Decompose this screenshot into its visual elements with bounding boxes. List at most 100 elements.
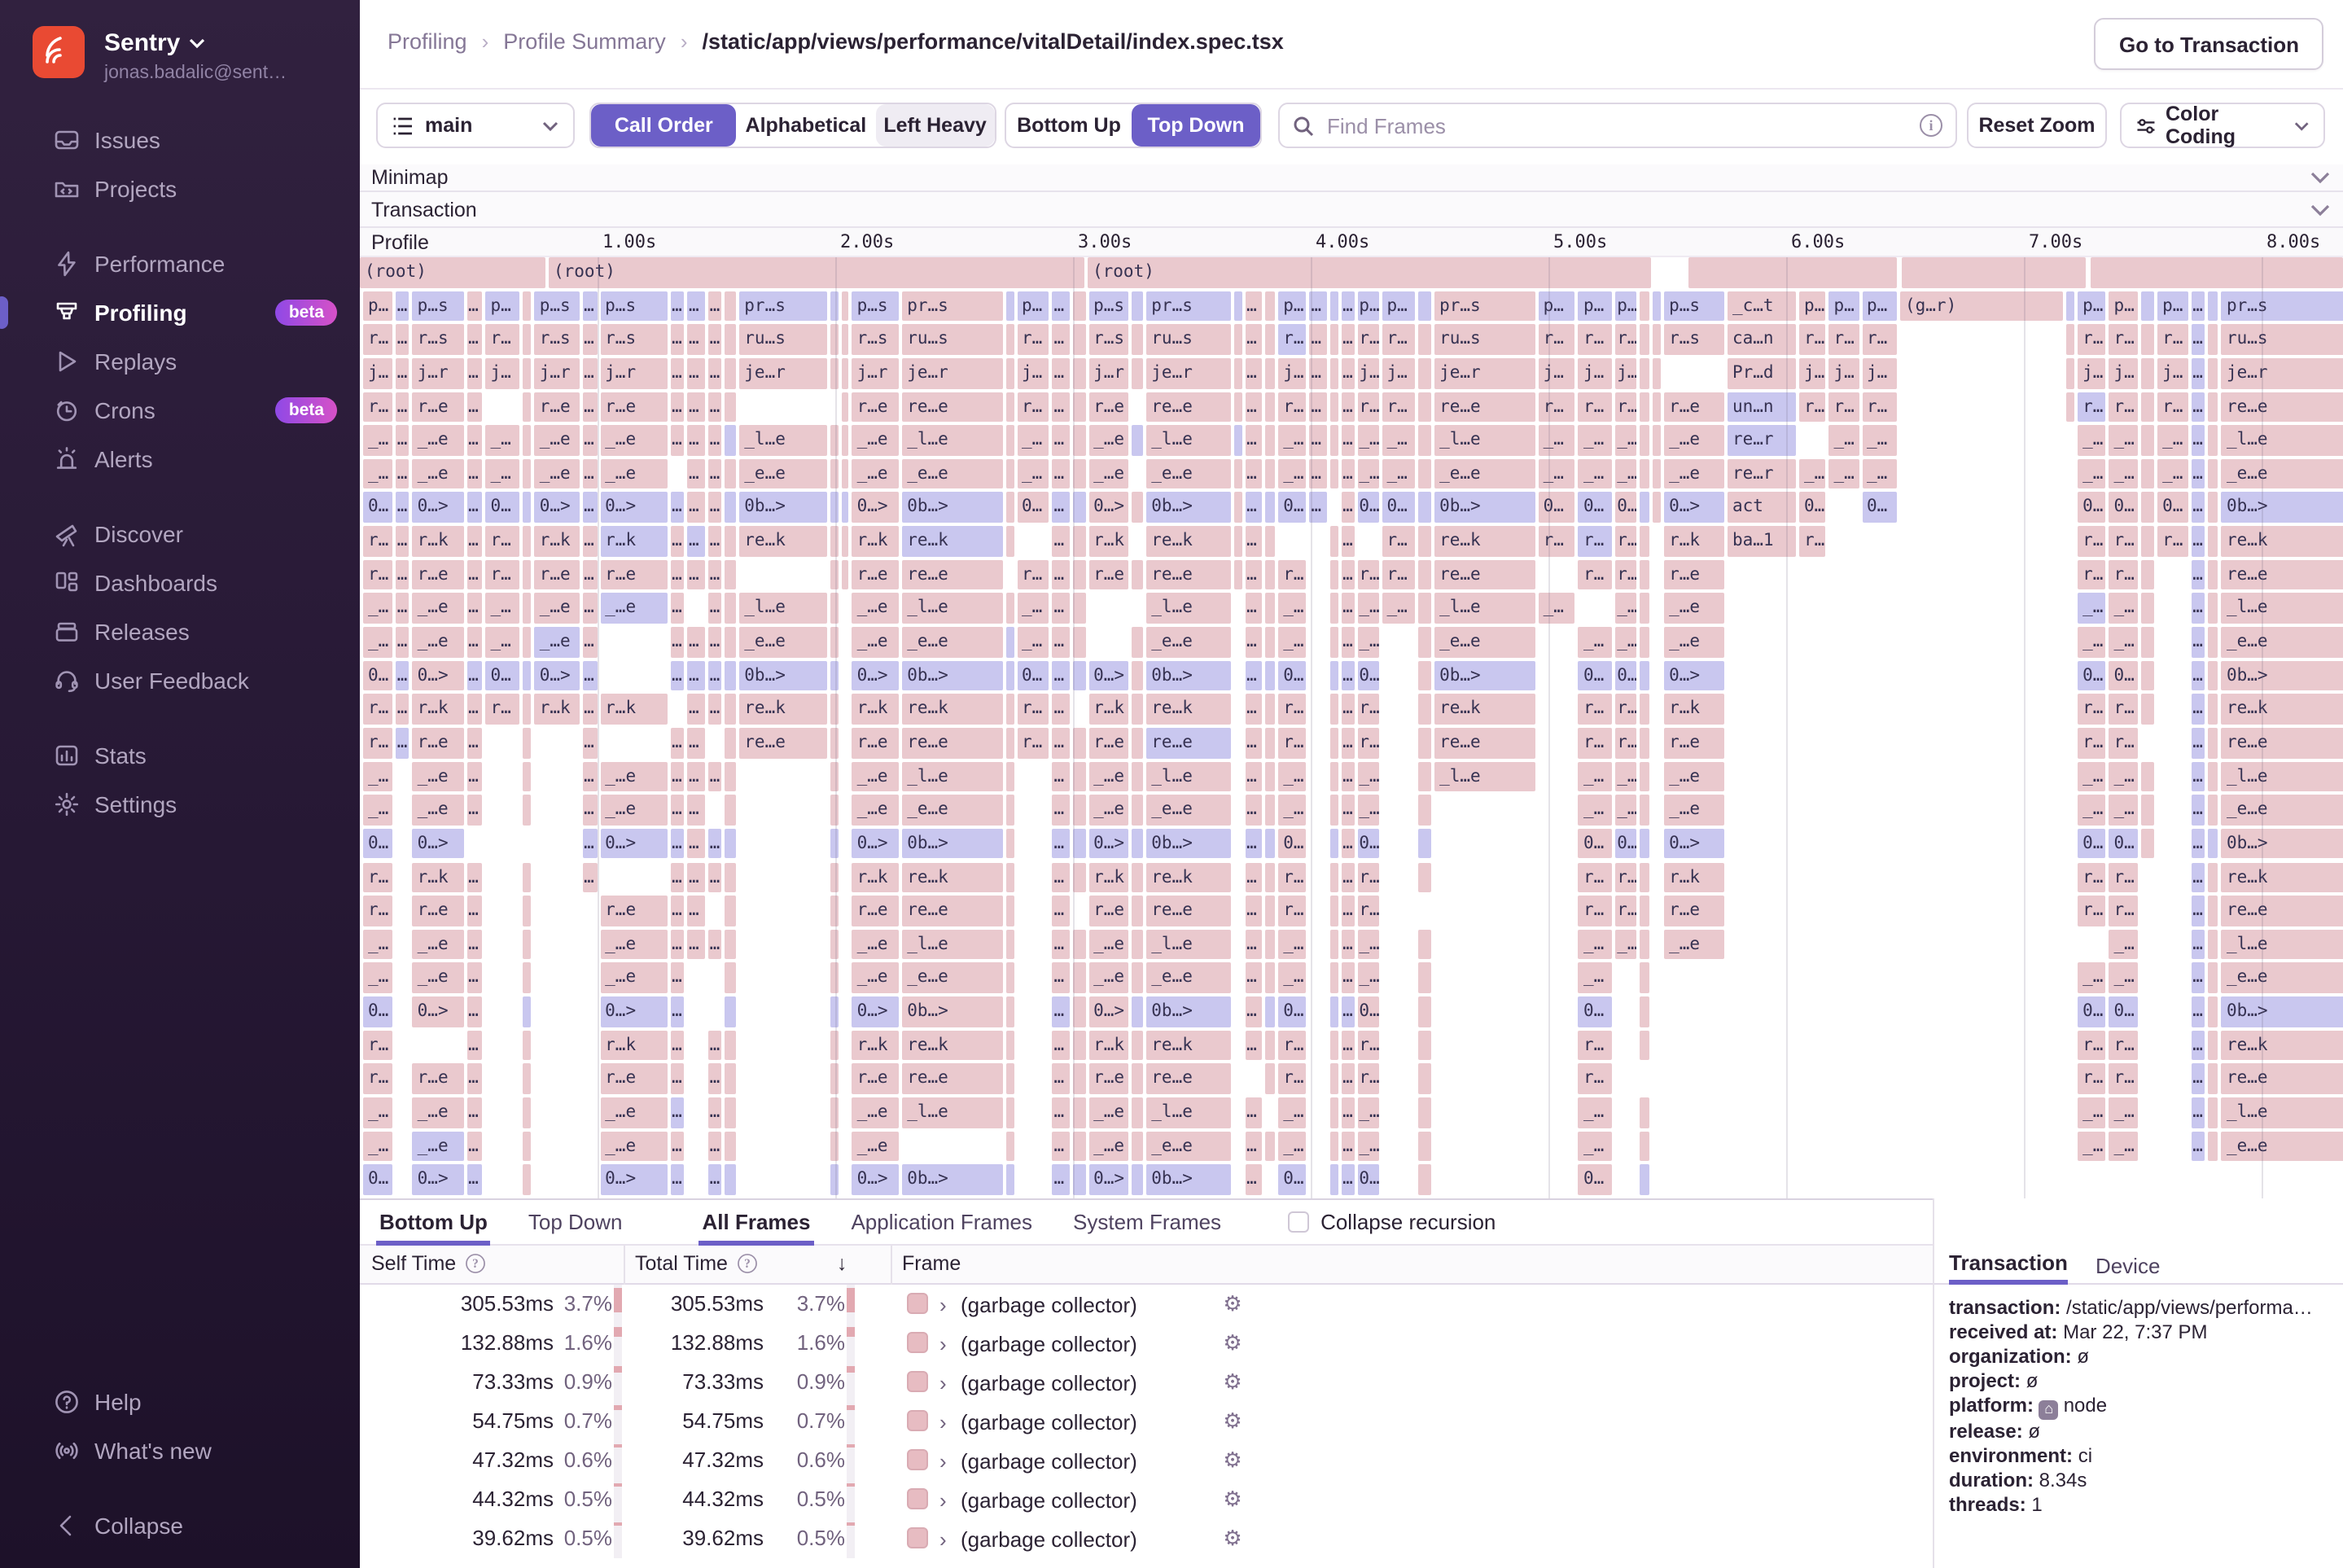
flame-frame[interactable]: 0… <box>1615 829 1636 859</box>
flame-frame[interactable]: 0… <box>1357 493 1378 523</box>
flame-frame[interactable]: … <box>1309 358 1327 388</box>
flame-frame[interactable]: re…k <box>739 526 827 556</box>
flame-frame[interactable] <box>1419 795 1431 825</box>
flame-frame[interactable] <box>830 694 838 725</box>
flame-frame[interactable] <box>1640 627 1649 657</box>
flame-frame[interactable]: _… <box>1357 1097 1378 1128</box>
flame-frame[interactable]: _…e <box>413 761 463 791</box>
flame-frame[interactable]: … <box>1341 1064 1354 1094</box>
flame-frame[interactable]: p…s <box>1664 291 1724 321</box>
frame-name[interactable]: (garbage collector) <box>961 1285 1137 1324</box>
flame-frame[interactable] <box>1330 728 1338 758</box>
flame-frame[interactable]: _…e <box>1088 459 1128 489</box>
checkbox-icon[interactable] <box>1288 1211 1309 1233</box>
flame-frame[interactable]: … <box>1245 1030 1261 1060</box>
flame-frame[interactable]: 0…> <box>413 660 463 690</box>
flame-frame[interactable] <box>1073 660 1085 690</box>
flame-frame[interactable]: re…k <box>2222 862 2343 892</box>
flame-frame[interactable] <box>1640 761 1649 791</box>
flame-frame[interactable]: r… <box>2078 1030 2105 1060</box>
flame-frame[interactable] <box>841 325 848 355</box>
flame-frame[interactable]: re…e <box>2222 896 2343 926</box>
flame-frame[interactable] <box>725 560 737 590</box>
flame-frame[interactable]: 0… <box>1278 829 1306 859</box>
flame-frame[interactable]: _… <box>1579 459 1612 489</box>
flame-frame[interactable] <box>1330 761 1338 791</box>
flame-frame[interactable]: _… <box>1862 459 1897 489</box>
flame-frame[interactable] <box>2066 291 2074 321</box>
flame-frame[interactable]: r… <box>1017 694 1049 725</box>
frame-settings-icon[interactable]: ⚙ <box>1216 1402 1249 1441</box>
flame-frame[interactable]: … <box>708 291 722 321</box>
flame-frame[interactable]: … <box>1053 1131 1071 1161</box>
flame-frame[interactable] <box>1132 660 1143 690</box>
flame-frame[interactable]: 0…> <box>413 829 463 859</box>
flame-frame[interactable]: … <box>1245 996 1261 1027</box>
expand-chevron-icon[interactable]: › <box>939 1480 947 1519</box>
flame-frame[interactable]: _…e <box>1664 795 1724 825</box>
flame-frame[interactable]: … <box>670 996 684 1027</box>
flame-frame[interactable]: … <box>670 761 684 791</box>
flame-frame[interactable]: p… <box>1579 291 1612 321</box>
flame-frame[interactable] <box>1264 560 1275 590</box>
flame-frame[interactable]: … <box>708 459 722 489</box>
flame-frame[interactable] <box>523 1131 532 1161</box>
flame-frame[interactable]: _… <box>1278 593 1306 624</box>
flame-frame[interactable] <box>1330 392 1338 422</box>
flame-frame[interactable]: _… <box>2109 930 2138 960</box>
flame-frame[interactable] <box>2209 627 2218 657</box>
flame-frame[interactable]: … <box>1053 694 1071 725</box>
flame-frame[interactable]: r…e <box>600 896 667 926</box>
flame-frame[interactable]: _… <box>1357 425 1378 455</box>
flame-frame[interactable]: … <box>1245 593 1261 624</box>
flame-frame[interactable]: … <box>2191 1097 2205 1128</box>
flame-frame[interactable]: _…e <box>413 795 463 825</box>
flame-frame[interactable]: p… <box>1017 291 1049 321</box>
flame-frame[interactable]: r…k <box>1664 694 1724 725</box>
flame-frame[interactable]: _… <box>1278 963 1306 993</box>
flame-frame[interactable]: 0b…> <box>902 829 1003 859</box>
flame-frame[interactable] <box>1234 392 1242 422</box>
flame-frame[interactable]: r… <box>1579 1030 1612 1060</box>
flame-frame[interactable]: p… <box>1799 291 1825 321</box>
flame-frame[interactable] <box>523 1030 532 1060</box>
flame-frame[interactable]: … <box>1341 829 1354 859</box>
flame-frame[interactable]: r… <box>485 560 519 590</box>
flame-frame[interactable]: r… <box>2109 526 2138 556</box>
flame-frame[interactable] <box>1640 1097 1649 1128</box>
flame-frame[interactable]: r… <box>363 1064 392 1094</box>
flame-frame[interactable]: r… <box>1278 1064 1306 1094</box>
flame-frame[interactable] <box>2209 1030 2218 1060</box>
frame-name[interactable]: (garbage collector) <box>961 1324 1137 1363</box>
flame-frame[interactable]: _…e <box>852 963 900 993</box>
flame-frame[interactable]: r… <box>2078 560 2105 590</box>
flame-frame[interactable] <box>1640 358 1649 388</box>
flame-frame[interactable]: je…r <box>739 358 827 388</box>
flame-frame[interactable] <box>1132 795 1143 825</box>
flame-frame[interactable]: … <box>1053 930 1071 960</box>
flame-frame[interactable]: 0b…> <box>2222 660 2343 690</box>
flame-frame[interactable]: … <box>466 425 482 455</box>
tab-all-frames[interactable]: All Frames <box>699 1198 814 1246</box>
flame-frame[interactable]: _e…e <box>1434 459 1535 489</box>
expand-chevron-icon[interactable]: › <box>939 1441 947 1480</box>
flame-frame[interactable]: … <box>1053 493 1071 523</box>
flame-frame[interactable] <box>1640 795 1649 825</box>
flame-frame[interactable]: r… <box>2078 896 2105 926</box>
flame-frame[interactable] <box>1006 761 1014 791</box>
flame-frame[interactable]: 0…> <box>1088 493 1128 523</box>
flame-frame[interactable]: re…k <box>902 694 1003 725</box>
flame-frame[interactable]: _… <box>1615 593 1636 624</box>
flame-frame[interactable]: … <box>708 694 722 725</box>
flame-frame[interactable]: _… <box>1357 1131 1378 1161</box>
flame-frame[interactable]: … <box>466 1165 482 1195</box>
frame-settings-icon[interactable]: ⚙ <box>1216 1363 1249 1402</box>
flame-frame[interactable] <box>1419 963 1431 993</box>
flame-frame[interactable]: … <box>1341 325 1354 355</box>
flame-frame[interactable]: _…e <box>413 459 463 489</box>
flame-frame[interactable]: pr…s <box>739 291 827 321</box>
flame-frame[interactable]: _…e <box>413 963 463 993</box>
flame-frame[interactable]: p… <box>1828 291 1859 321</box>
flame-frame[interactable] <box>2141 358 2154 388</box>
flame-frame[interactable]: … <box>1309 291 1327 321</box>
